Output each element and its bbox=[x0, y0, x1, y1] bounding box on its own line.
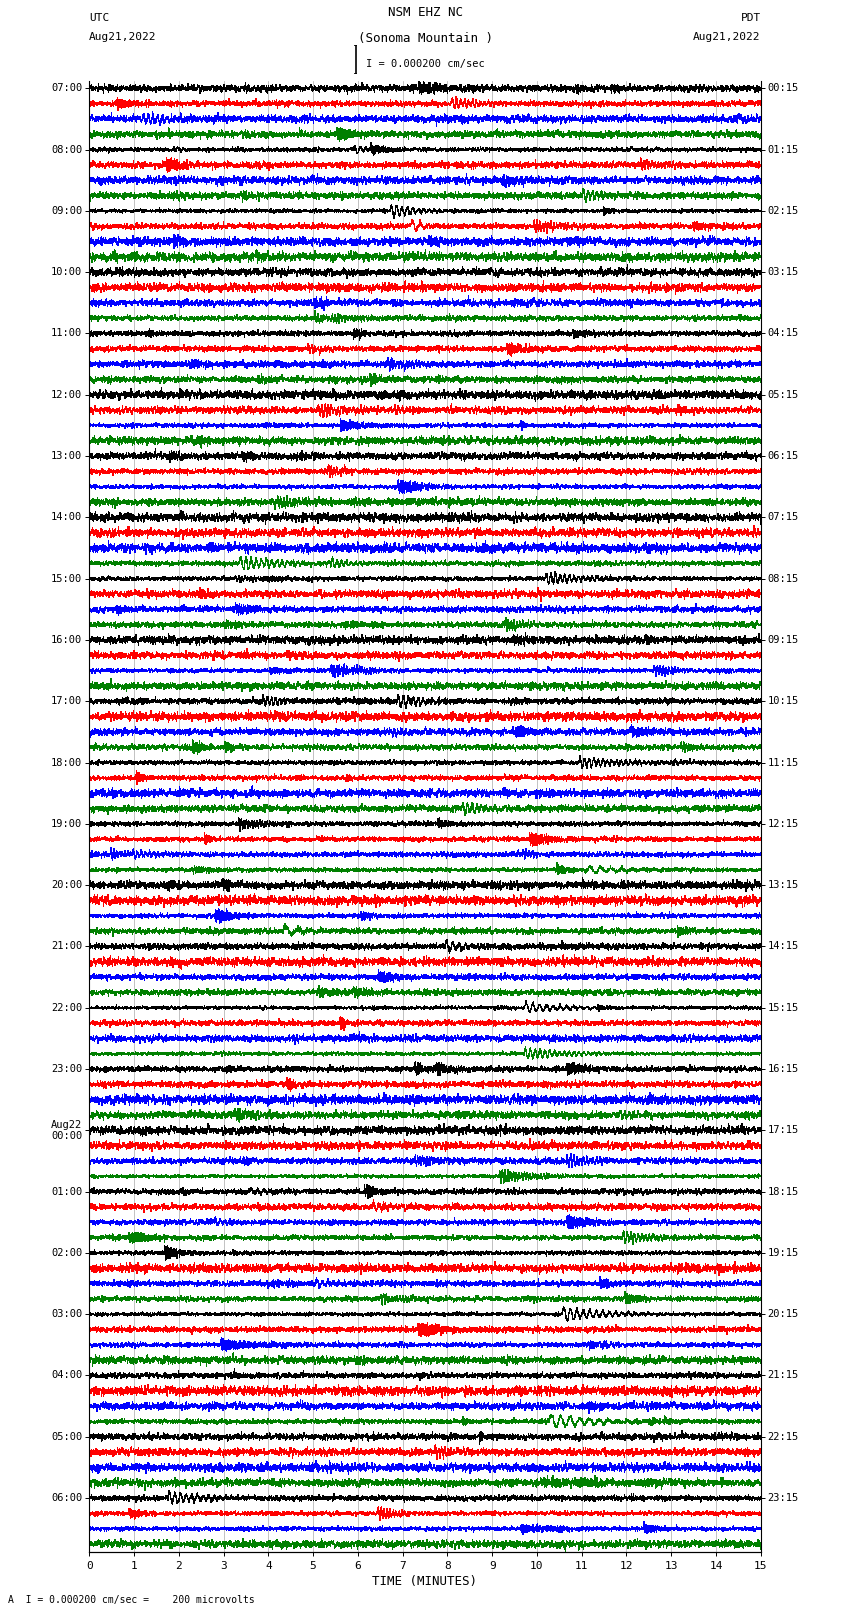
Text: PDT: PDT bbox=[740, 13, 761, 23]
Text: Aug21,2022: Aug21,2022 bbox=[694, 32, 761, 42]
Text: Aug21,2022: Aug21,2022 bbox=[89, 32, 156, 42]
Text: NSM EHZ NC: NSM EHZ NC bbox=[388, 6, 462, 19]
Text: I = 0.000200 cm/sec: I = 0.000200 cm/sec bbox=[366, 60, 484, 69]
Text: (Sonoma Mountain ): (Sonoma Mountain ) bbox=[358, 32, 492, 45]
X-axis label: TIME (MINUTES): TIME (MINUTES) bbox=[372, 1574, 478, 1587]
Text: UTC: UTC bbox=[89, 13, 110, 23]
Text: A  I = 0.000200 cm/sec =    200 microvolts: A I = 0.000200 cm/sec = 200 microvolts bbox=[8, 1595, 255, 1605]
